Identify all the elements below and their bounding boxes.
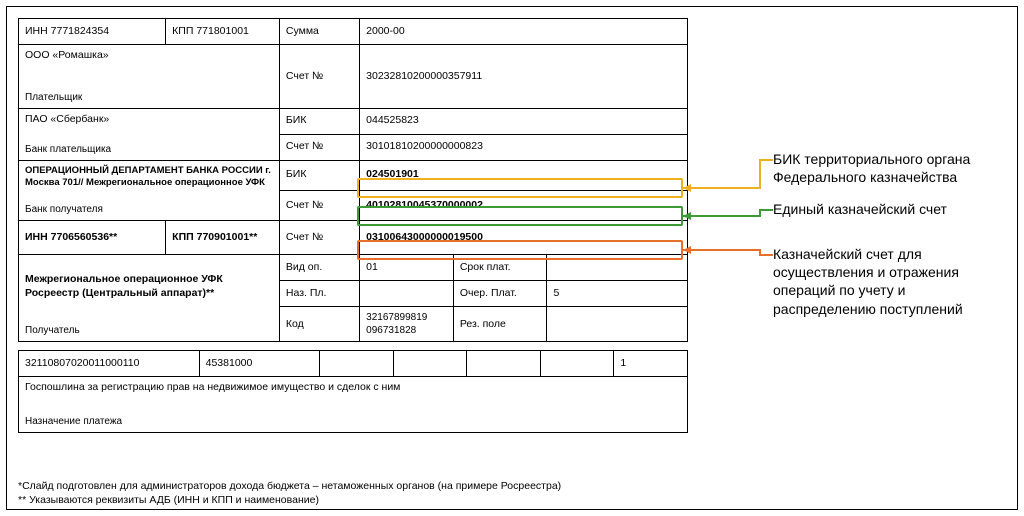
budget-kbk: 32110807020011000110 [19,351,200,377]
purpose-cell: Госпошлина за регистрацию прав на недвиж… [19,377,688,433]
annotation-kzs: Казначейский счет для осуществления и от… [773,245,1003,318]
payer-acc-value: 30232810200000357911 [360,45,688,109]
vid-op-label: Вид оп. [279,255,359,281]
annotation-uks: Единый казначейский счет [773,200,1003,218]
recipient-kpp-cell: КПП 770901001** [166,221,280,255]
amount-value: 2000-00 [360,19,688,45]
recipient-inn-label: ИНН [25,231,48,243]
payer-role: Плательщик [25,81,273,104]
payer-bank-acc: 30101810200000000823 [360,134,688,160]
budget-f6 [540,351,614,377]
recipient-kpp: 770901001** [197,231,258,243]
annotation-bik: БИК территориального органа Федерального… [773,150,1003,186]
recipient-acc-label: Счет № [279,221,359,255]
payer-kpp-cell: КПП 771801001 [166,19,280,45]
kpp-label: КПП [172,25,193,37]
recipient-bank-bik: 024501901 [360,160,688,190]
recipient-bank-role: Банк получателя [25,193,273,216]
vid-op-value: 01 [360,255,454,281]
budget-f4 [393,351,467,377]
recipient-name-cell: Межрегиональное операционное УФК Росреес… [19,255,280,342]
payer-inn-cell: ИНН 7771824354 [19,19,166,45]
budget-f5 [467,351,541,377]
kod-label: Код [279,307,359,342]
footnote-2: ** Указываются реквизиты АДБ (ИНН и КПП … [18,493,561,508]
recipient-bank-acc-label: Счет № [279,190,359,220]
kod-value: 32167899819 096731828 [360,307,454,342]
purpose-text: Госпошлина за регистрацию прав на недвиж… [25,381,681,405]
recipient-bank-cell: ОПЕРАЦИОННЫЙ ДЕПАРТАМЕНТ БАНКА РОССИИ г.… [19,160,280,221]
payer-kpp: 771801001 [196,25,249,37]
srok-value [547,255,688,281]
payer-name-cell: ООО «Ромашка» Плательщик [19,45,280,109]
footnote-1: *Слайд подготовлен для администраторов д… [18,479,561,494]
budget-table: 32110807020011000110 45381000 1 Госпошли… [18,350,688,433]
recipient-kpp-label: КПП [172,231,194,243]
purpose-label: Назначение платежа [25,405,681,428]
recipient-name: Межрегиональное операционное УФК Росреес… [25,273,273,314]
footnotes: *Слайд подготовлен для администраторов д… [18,479,561,508]
payer-bank-bik: 044525823 [360,108,688,134]
payer-acc-label: Счет № [279,45,359,109]
recipient-bank-bik-label: БИК [279,160,359,190]
payer-name: ООО «Ромашка» [25,49,273,81]
rez-value [547,307,688,342]
payer-bank-cell: ПАО «Сбербанк» Банк плательщика [19,108,280,160]
amount-label: Сумма [279,19,359,45]
recipient-role: Получатель [25,314,273,337]
budget-f7: 1 [614,351,688,377]
ocher-value: 5 [547,281,688,307]
naz-pl-label: Наз. Пл. [279,281,359,307]
payer-bank-name: ПАО «Сбербанк» [25,113,273,133]
recipient-inn: 7706560536** [51,231,118,243]
budget-oktmo: 45381000 [199,351,319,377]
srok-label: Срок плат. [453,255,547,281]
payer-bank-acc-label: Счет № [279,134,359,160]
payer-bank-role: Банк плательщика [25,133,273,156]
budget-f3 [320,351,394,377]
recipient-bank-acc: 40102810045370000002 [360,190,688,220]
payer-bank-bik-label: БИК [279,108,359,134]
naz-pl-value [360,281,454,307]
recipient-acc: 03100643000000019500 [360,221,688,255]
payer-inn: 7771824354 [51,25,109,37]
rez-label: Рез. поле [453,307,547,342]
inn-label: ИНН [25,25,48,37]
recipient-inn-cell: ИНН 7706560536** [19,221,166,255]
payment-form: ИНН 7771824354 КПП 771801001 Сумма 2000-… [18,18,688,433]
recipient-bank-name: ОПЕРАЦИОННЫЙ ДЕПАРТАМЕНТ БАНКА РОССИИ г.… [25,165,273,194]
main-table: ИНН 7771824354 КПП 771801001 Сумма 2000-… [18,18,688,342]
ocher-label: Очер. Плат. [453,281,547,307]
